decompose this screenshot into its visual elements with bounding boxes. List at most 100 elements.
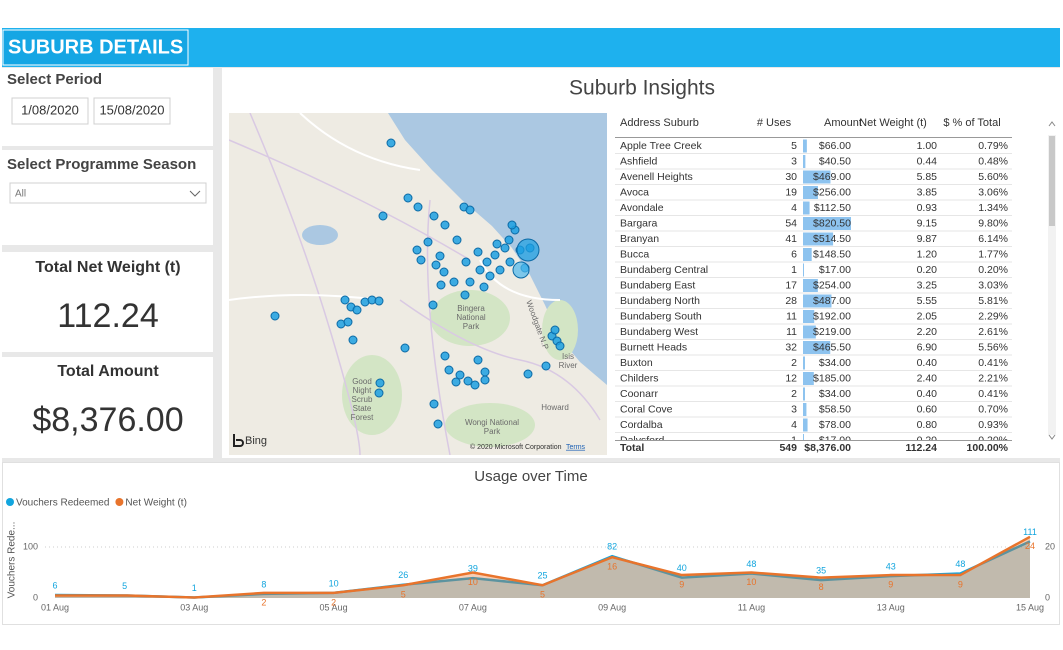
map-point[interactable] [492, 239, 502, 249]
table-cell: Bundaberg North [620, 295, 700, 307]
date-start-box[interactable] [11, 97, 89, 125]
map-point[interactable] [423, 237, 433, 247]
table-cell: Dalysford [620, 434, 665, 446]
season-dropdown[interactable] [9, 182, 207, 204]
map-point[interactable] [444, 365, 454, 375]
column-header: # Uses [757, 117, 792, 129]
map-point[interactable] [433, 419, 443, 429]
y-tick-label: 100 [23, 541, 38, 551]
map-point[interactable] [451, 377, 461, 387]
map-point[interactable] [495, 265, 505, 275]
map-point[interactable] [512, 261, 530, 279]
map-point[interactable] [479, 282, 489, 292]
map-point[interactable] [460, 290, 470, 300]
map-point[interactable] [340, 295, 350, 305]
map-point[interactable] [463, 376, 473, 386]
map-point[interactable] [413, 202, 423, 212]
map-point[interactable] [452, 235, 462, 245]
map-point[interactable] [490, 250, 500, 260]
map-point[interactable] [348, 335, 358, 345]
table-cell: 3.25 [917, 279, 938, 291]
map-point[interactable] [555, 341, 565, 351]
map-point[interactable] [429, 399, 439, 409]
table-cell: $78.00 [819, 419, 851, 431]
map-point[interactable] [428, 300, 438, 310]
table-cell: 0.48% [978, 155, 1008, 167]
scroll-thumb[interactable] [1049, 136, 1055, 226]
map-point[interactable] [439, 267, 449, 277]
map-terms[interactable]: Terms [566, 444, 586, 451]
map-point[interactable] [270, 311, 280, 321]
map-point[interactable] [449, 277, 459, 287]
table-cell: 41 [785, 233, 797, 245]
map-road [229, 113, 561, 301]
map-point[interactable] [482, 257, 492, 267]
date-end-box[interactable] [93, 97, 171, 125]
map-point[interactable] [505, 257, 515, 267]
map-point[interactable] [516, 238, 540, 262]
map-point[interactable] [523, 369, 533, 379]
map-label: River [559, 361, 578, 370]
map-point[interactable] [412, 245, 422, 255]
map-point[interactable] [507, 220, 517, 230]
map-point[interactable] [465, 277, 475, 287]
map-point[interactable] [343, 317, 353, 327]
map-label: Park [484, 427, 501, 436]
map-point[interactable] [440, 220, 450, 230]
map-point[interactable] [416, 255, 426, 265]
map-point[interactable] [386, 138, 396, 148]
total-cell: $8,376.00 [804, 442, 851, 454]
table-cell: 2.20 [917, 326, 938, 338]
map-point[interactable] [440, 351, 450, 361]
data-label: 48 [955, 559, 965, 569]
table-cell: 5.56% [978, 341, 1008, 353]
scroll-down[interactable] [1048, 434, 1056, 440]
data-label: 10 [468, 577, 478, 587]
map-point[interactable] [550, 325, 560, 335]
map-point[interactable] [473, 247, 483, 257]
map-point[interactable] [431, 260, 441, 270]
map-label: Forest [351, 413, 374, 422]
map-point[interactable] [485, 271, 495, 281]
table-cell: $58.50 [819, 403, 851, 415]
map-point[interactable] [352, 305, 362, 315]
table-cell: 0.60 [917, 403, 938, 415]
map-point[interactable] [475, 265, 485, 275]
data-label: 6 [52, 580, 57, 590]
map-point[interactable] [435, 251, 445, 261]
map-point[interactable] [480, 375, 490, 385]
table-cell: 2.29% [978, 310, 1008, 322]
scroll-track[interactable] [1048, 135, 1056, 435]
map[interactable]: BingeraNationalParkGoodNightScrubStateFo… [229, 113, 607, 455]
map-point[interactable] [374, 296, 384, 306]
scroll-up[interactable] [1048, 121, 1056, 127]
data-label: 5 [540, 590, 545, 600]
period-label: Select Period [7, 71, 102, 88]
amount-bar [803, 155, 806, 168]
map-point[interactable] [455, 370, 465, 380]
date-end[interactable]: 15/08/2020 [99, 102, 164, 117]
x-tick-label: 11 Aug [738, 602, 765, 612]
table-cell: 11 [786, 326, 797, 338]
table-cell: $148.50 [813, 248, 851, 260]
map-point[interactable] [378, 211, 388, 221]
table-cell: 0.79% [978, 140, 1008, 152]
map-point[interactable] [436, 280, 446, 290]
date-start[interactable]: 1/08/2020 [21, 102, 79, 117]
map-point[interactable] [541, 361, 551, 371]
map-point[interactable] [429, 211, 439, 221]
map-point[interactable] [374, 388, 384, 398]
map-point[interactable] [470, 380, 480, 390]
dropdown-chevron[interactable] [189, 190, 201, 197]
map-point[interactable] [400, 343, 410, 353]
map-point[interactable] [375, 378, 385, 388]
map-point[interactable] [500, 243, 510, 253]
season-selected[interactable]: All [15, 189, 26, 200]
map-point[interactable] [480, 367, 490, 377]
legend-label: Net Weight (t) [125, 498, 187, 509]
map-point[interactable] [473, 355, 483, 365]
map-point[interactable] [465, 205, 475, 215]
map-point[interactable] [504, 235, 514, 245]
map-point[interactable] [403, 193, 413, 203]
map-point[interactable] [461, 257, 471, 267]
